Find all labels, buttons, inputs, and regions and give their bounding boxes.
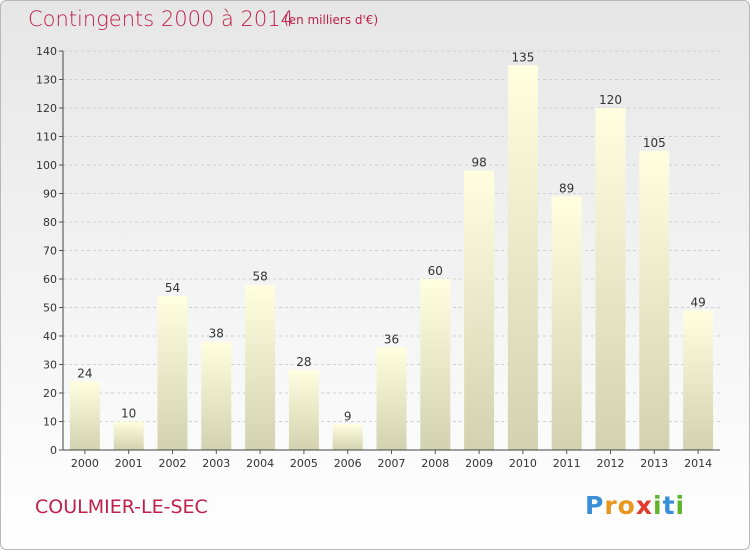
x-tick-label: 2002	[159, 457, 187, 470]
bar	[639, 150, 670, 450]
x-tick-label: 2013	[640, 457, 668, 470]
y-tick-label: 80	[43, 216, 57, 229]
y-tick-label: 0	[50, 444, 57, 457]
bar-value-label: 105	[643, 136, 666, 150]
bar	[551, 196, 582, 450]
x-tick-label: 2010	[509, 457, 537, 470]
bar-value-label: 9	[344, 409, 352, 423]
bar-value-label: 49	[690, 295, 705, 309]
bar-value-label: 28	[296, 355, 311, 369]
x-tick-label: 2012	[597, 457, 625, 470]
x-tick-label: 2007	[378, 457, 406, 470]
bar-value-label: 36	[384, 332, 399, 346]
y-tick-label: 50	[43, 302, 57, 315]
x-tick-label: 2005	[290, 457, 318, 470]
bar	[507, 65, 538, 450]
logo-letter: t	[662, 491, 676, 520]
y-tick-label: 40	[43, 330, 57, 343]
bar-value-label: 89	[559, 181, 574, 195]
y-tick-label: 100	[36, 159, 57, 172]
logo-letter: i	[653, 491, 663, 520]
y-tick-label: 70	[43, 245, 57, 258]
y-tick-label: 60	[43, 273, 57, 286]
y-tick-label: 20	[43, 387, 57, 400]
x-tick-label: 2009	[465, 457, 493, 470]
y-tick-label: 10	[43, 416, 57, 429]
bar	[288, 370, 319, 450]
bar-value-label: 38	[209, 327, 224, 341]
bar-value-label: 24	[77, 367, 92, 381]
x-tick-label: 2006	[334, 457, 362, 470]
bar	[376, 347, 407, 450]
bar	[683, 310, 714, 450]
x-tick-label: 2003	[202, 457, 230, 470]
bar	[69, 381, 100, 450]
bar	[201, 341, 232, 450]
bar	[595, 108, 626, 450]
y-tick-label: 140	[36, 45, 57, 58]
bar	[113, 421, 144, 450]
x-tick-label: 2000	[71, 457, 99, 470]
logo-letter: r	[604, 491, 618, 520]
chart-subtitle: (en milliers d'€)	[284, 13, 379, 27]
logo-letter: P	[585, 491, 605, 520]
y-tick-label: 120	[36, 102, 57, 115]
bar	[157, 296, 188, 450]
proxiti-logo[interactable]: Proxiti	[585, 491, 685, 520]
bar-value-label: 98	[471, 156, 486, 170]
bar-value-label: 58	[252, 270, 267, 284]
logo-letter: x	[635, 491, 653, 520]
y-tick-label: 30	[43, 359, 57, 372]
x-tick-label: 2008	[421, 457, 449, 470]
chart-title: Contingents 2000 à 2014	[28, 7, 294, 31]
x-tick-label: 2011	[553, 457, 581, 470]
bar	[245, 284, 276, 450]
x-tick-label: 2014	[684, 457, 712, 470]
bar-value-label: 10	[121, 407, 136, 421]
bar-value-label: 54	[165, 281, 180, 295]
x-axis-ticks: 2000 2001 2002 2003 2004 2005 2006 2007 2008 2009…	[71, 450, 712, 470]
y-tick-label: 130	[36, 74, 57, 87]
x-tick-label: 2001	[115, 457, 143, 470]
y-axis-ticks: 0 10 20 30 40 50 60 70 80 90 100 110 120 130 140	[36, 45, 63, 457]
logo-letter: i	[675, 491, 686, 520]
x-tick-label: 2004	[246, 457, 274, 470]
bar-value-label: 60	[428, 264, 443, 278]
bar-value-label: 120	[599, 93, 622, 107]
y-tick-label: 90	[43, 188, 57, 201]
y-tick-label: 110	[36, 131, 57, 144]
bar	[420, 279, 451, 450]
bar	[332, 424, 363, 450]
bar	[464, 170, 495, 450]
bar-value-label: 135	[511, 50, 534, 64]
bars: 24 10 54 38 58 28 9 36 60 98 135 89 120 105 49	[69, 50, 714, 450]
logo-letter: o	[617, 491, 636, 520]
commune-name: COULMIER-LE-SEC	[35, 496, 208, 518]
